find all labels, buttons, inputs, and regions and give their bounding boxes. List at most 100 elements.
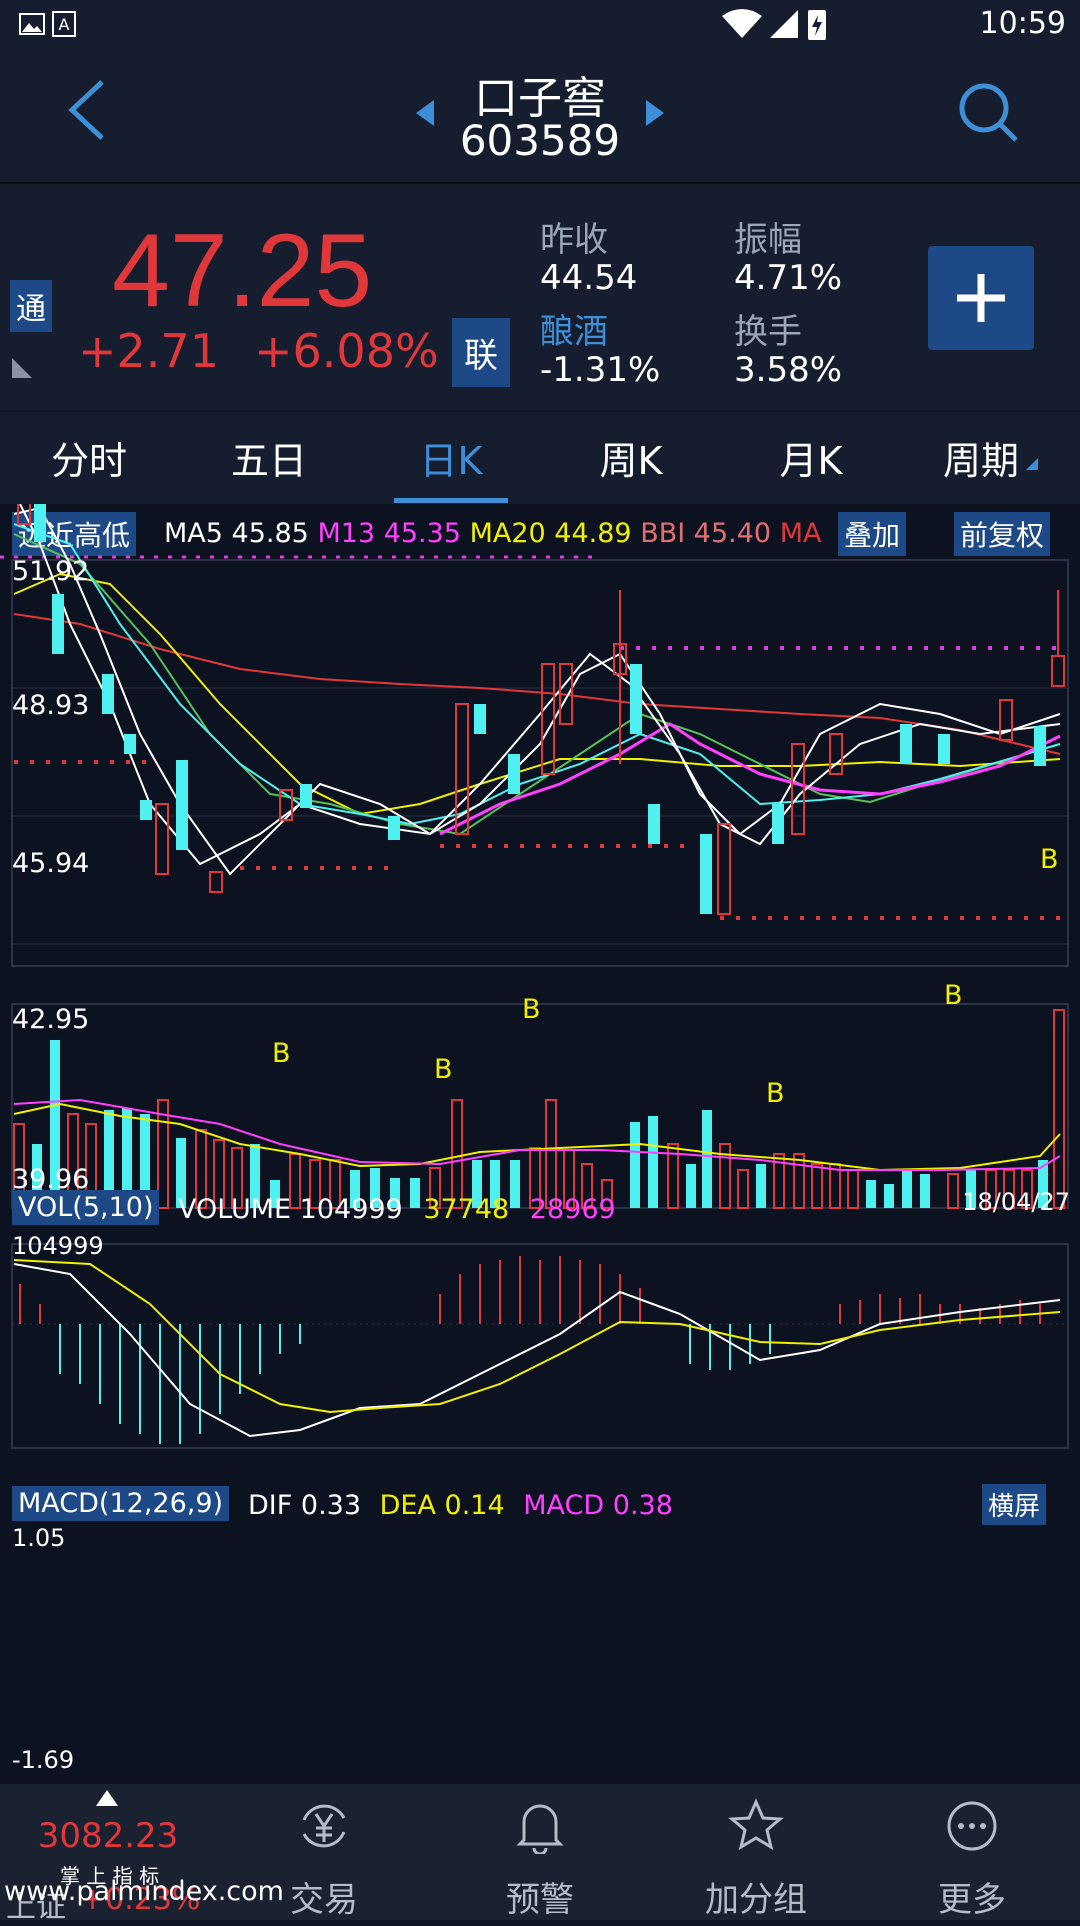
header: 口子窖 603589 [0, 50, 1080, 184]
search-icon[interactable] [956, 80, 1020, 144]
ma-indicators: MA5 45.85 M13 45.35 MA20 44.89 BBI 45.40… [164, 518, 854, 549]
amplitude-value: 4.71% [734, 258, 843, 298]
watermark: www.palmindex.com [4, 1876, 284, 1907]
amplitude-label: 振幅 [734, 220, 802, 260]
last-price: 47.25 [112, 213, 373, 329]
nav-alert-label: 预警 [506, 1880, 574, 1920]
volume-bars [13, 1009, 1065, 1209]
volume-values: VOLUME 104999 37748 28969 [178, 1194, 616, 1225]
a-icon: A [52, 11, 76, 37]
status-bar: A 10:59 [0, 0, 1080, 50]
nav-add-group[interactable]: 加分组 [648, 1784, 864, 1920]
nav-trade-label: 交易 [290, 1880, 358, 1920]
dea-value: 0.14 [444, 1490, 505, 1521]
sector-label[interactable]: 酿酒 [540, 312, 608, 352]
battery-icon [808, 10, 826, 40]
macd-min-label: -1.69 [12, 1746, 75, 1774]
ma20-label: MA20 [469, 518, 546, 549]
bell-icon [516, 1804, 564, 1854]
y-label-max: 51.92 [12, 556, 90, 587]
b-marker: B [522, 994, 541, 1025]
active-tab-indicator [394, 498, 508, 503]
overlay-button[interactable]: 叠加 [838, 512, 907, 556]
tab-monthly-k[interactable]: 月K [779, 439, 843, 483]
volume-value: 104999 [299, 1194, 403, 1225]
bottom-nav: 3082.23 掌 上 指 标 上证 +0.23% www.palmindex.… [0, 1784, 1080, 1925]
quote-panel: 通 47.25 +2.71 +6.08% 联 昨收 44.54 酿酒 -1.31… [0, 184, 1080, 410]
nav-alert[interactable]: 预警 [432, 1784, 648, 1920]
b-marker: B [944, 980, 963, 1011]
nav-more-label: 更多 [938, 1880, 1006, 1920]
chart-date: 18/04/27 [962, 1188, 1070, 1216]
vol-label[interactable]: VOL(5,10) [12, 1190, 160, 1225]
macd-values: DIF 0.33 DEA 0.14 MACD 0.38 [248, 1490, 673, 1521]
b-marker: B [1040, 844, 1059, 875]
volume-title: VOLUME [178, 1194, 292, 1225]
tab-period[interactable]: 周期 [942, 439, 1019, 483]
m13-value: 45.35 [383, 518, 461, 549]
ma5-label: MA5 [164, 518, 223, 549]
ma5-value: 45.85 [231, 518, 309, 549]
price-change: +2.71 [78, 324, 219, 378]
b-marker: B [766, 1078, 785, 1109]
landscape-button[interactable]: 横屏 [982, 1484, 1047, 1525]
kline-chart [0, 504, 1069, 1449]
ma-cut-label: MA [779, 518, 822, 549]
y-label-2: 48.93 [12, 690, 90, 721]
vol-ma10: 28969 [529, 1194, 616, 1225]
turnover-value: 3.58% [734, 350, 843, 390]
tab-weekly-k[interactable]: 周K [599, 439, 663, 483]
dropdown-icon [1026, 458, 1038, 470]
nav-trade[interactable]: 交易 [216, 1784, 432, 1920]
m13-label: M13 [317, 518, 376, 549]
image-icon [19, 13, 45, 35]
index-change: +0.23% [80, 1882, 201, 1917]
tab-five-day[interactable]: 五日 [230, 439, 307, 483]
index-name: 上证 [6, 1890, 66, 1925]
next-stock-icon[interactable] [644, 98, 666, 128]
y-label-3: 45.94 [12, 848, 90, 879]
b-marker: B [434, 1054, 453, 1085]
status-time: 10:59 [979, 6, 1066, 41]
index-sub: 掌 上 指 标 [60, 1864, 160, 1888]
ma20-value: 44.89 [554, 518, 632, 549]
period-tabs: 分时 五日 日K 周K 月K 周期 [0, 412, 1080, 504]
stock-name: 口子窖 [474, 73, 606, 124]
vol-max-label: 104999 [12, 1232, 104, 1260]
b-marker: B [272, 1038, 291, 1069]
macd-label[interactable]: MACD(12,26,9) [12, 1486, 230, 1521]
bbi-value: 45.40 [693, 518, 772, 549]
badge-lian[interactable]: 联 [452, 318, 510, 387]
prev-close-label: 昨收 [540, 220, 608, 260]
chart-area[interactable]: 远近高低 MA5 45.85 M13 45.35 MA20 44.89 BBI … [0, 504, 1080, 1784]
y-label-min: 39.96 [12, 1164, 90, 1195]
nav-more[interactable]: 更多 [864, 1784, 1080, 1920]
badge-tong[interactable]: 通 [10, 280, 52, 332]
dif-value: 0.33 [300, 1490, 362, 1521]
macd-max-label: 1.05 [12, 1524, 66, 1552]
back-icon[interactable] [64, 78, 108, 142]
bbi-label: BBI [640, 518, 686, 549]
caret-up-icon [96, 1790, 118, 1806]
prev-close-value: 44.54 [540, 258, 638, 298]
tab-intraday[interactable]: 分时 [50, 439, 127, 483]
svg-text:A: A [59, 15, 70, 34]
nav-index[interactable]: 3082.23 掌 上 指 标 上证 +0.23% www.palmindex.… [0, 1784, 284, 1925]
range-button[interactable]: 远近高低 [12, 512, 137, 556]
add-watchlist-button[interactable] [928, 246, 1034, 350]
y-label-4: 42.95 [12, 1004, 90, 1035]
turnover-label: 换手 [734, 312, 802, 352]
macd-hist-value: 0.38 [612, 1490, 673, 1521]
prev-stock-icon[interactable] [414, 98, 436, 128]
price-change-pct: +6.08% [254, 324, 439, 378]
plus-icon [957, 274, 1005, 322]
tab-daily-k[interactable]: 日K [419, 439, 483, 483]
star-icon [728, 1798, 784, 1851]
dif-label: DIF [248, 1490, 293, 1521]
signal-icon [770, 10, 798, 38]
dea-label: DEA [379, 1490, 436, 1521]
sector-change: -1.31% [540, 350, 661, 390]
adjust-button[interactable]: 前复权 [954, 512, 1051, 556]
vol-ma5: 37748 [423, 1194, 510, 1225]
stock-code: 603589 [459, 116, 621, 165]
